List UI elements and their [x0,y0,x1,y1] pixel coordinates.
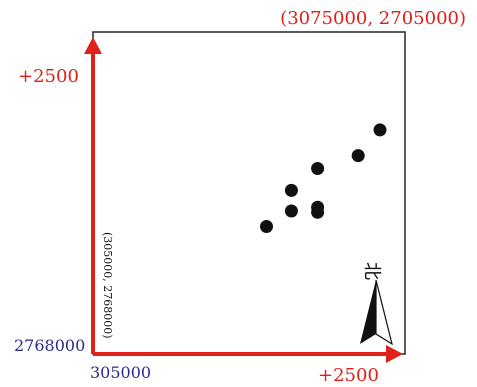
x-plus-label: +2500 [318,365,379,386]
map-point [284,183,298,197]
map-point [311,162,325,175]
map-frame [92,31,406,355]
map-point [260,220,273,233]
north-arrow-icon [360,279,393,346]
map-point [284,204,298,218]
north-label: 北 [361,262,382,280]
map-point [311,205,325,219]
x-axis-arrowhead [386,345,403,363]
top-right-coordinate-label: (3075000, 2705000) [280,8,466,29]
map-point [373,123,387,137]
y-base-label: 2768000 [14,336,85,355]
y-plus-label: +2500 [18,66,79,87]
map-point [351,149,365,163]
y-axis-arrowhead [84,37,102,54]
x-base-label: 305000 [90,363,151,382]
origin-vertical-label: (305000, 2768000) [101,232,114,339]
point-group [260,123,387,233]
